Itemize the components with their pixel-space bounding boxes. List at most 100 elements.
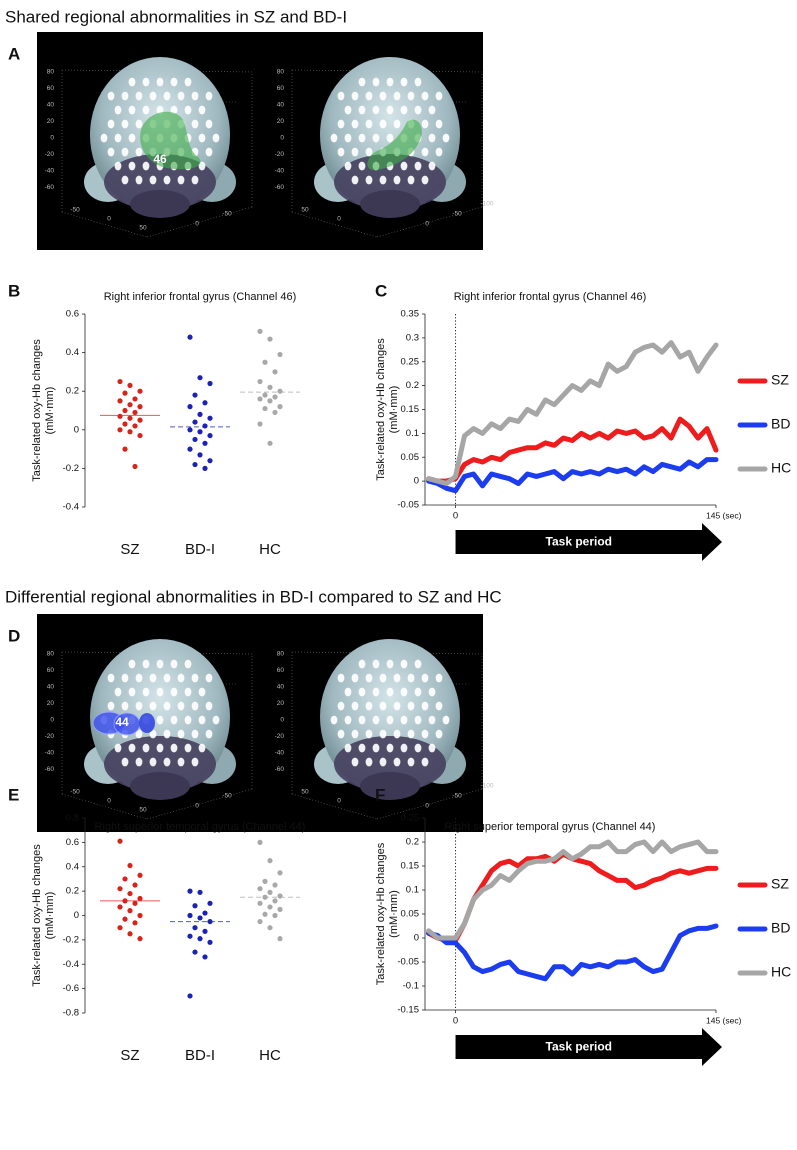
optode [100,133,108,143]
y-tick-label: 0.1 [406,428,419,439]
optode [135,757,143,767]
optode [128,161,136,171]
render-tick-label: -40 [275,750,285,757]
optode [142,687,150,697]
optode [184,105,192,115]
data-point [127,382,133,389]
optode [414,687,422,697]
optode [184,77,192,87]
optode [351,91,359,101]
optode [128,105,136,115]
channel-label: 44 [115,715,129,729]
optode [149,673,157,683]
y-tick-label: 0.25 [401,813,420,824]
optode [205,119,213,129]
render-tick-label: 40 [47,684,55,691]
x-tick-label: BD-I [185,541,215,558]
render-tick-label: 0 [425,221,429,228]
task-arrow-head [702,1028,722,1066]
data-point [262,878,268,884]
data-point [187,446,193,452]
y-axis-label: (mM·mm) [388,386,400,434]
data-point [117,413,123,419]
optode [435,147,443,157]
optode [393,91,401,101]
optode [421,729,429,739]
y-tick-label: 0.05 [401,452,420,463]
optode [184,715,192,725]
render-tick-label: 0 [50,717,54,724]
optode [344,133,352,143]
data-point [132,882,138,888]
optode [156,659,164,669]
optode [142,77,150,87]
data-point [122,407,128,414]
activation-region [140,111,201,170]
optode [156,687,164,697]
optode [135,729,143,739]
data-point [207,415,213,421]
render-tick-label: 80 [47,651,55,658]
render-tick-label: -60 [275,766,285,773]
optode [421,673,429,683]
render-tick-label: 40 [47,102,55,109]
y-axis-label: Task-related oxy-Hb changes [375,338,387,481]
data-point [192,392,198,398]
optode [163,757,171,767]
data-point [122,390,128,396]
optode [177,673,185,683]
data-point [207,939,213,945]
optode [379,757,387,767]
optode [135,175,143,185]
data-point [122,421,128,427]
y-tick-label: 0.6 [66,837,79,848]
render-tick-label: 80 [277,651,285,658]
series-line [426,923,719,982]
optode [379,729,387,739]
optode [386,105,394,115]
render-tick-label: -50 [70,207,80,214]
data-point [132,409,138,416]
data-point [132,920,138,926]
optode [351,119,359,129]
y-tick-label: 0.3 [406,332,419,343]
optode [414,743,422,753]
optode [379,701,387,711]
data-point [197,915,203,921]
y-tick-label: -0.2 [63,463,79,474]
optode [149,729,157,739]
panel-label: D [8,626,20,645]
render-box-line [146,788,253,820]
panel-label: F [375,785,385,804]
section-heading: Shared regional abnormalities in SZ and … [5,7,347,26]
optode [358,715,366,725]
optode [212,715,220,725]
x-tick-label: 145 (sec) [706,1015,742,1025]
data-point [187,888,193,894]
data-point [187,912,193,919]
optode [142,105,150,115]
optode [400,715,408,725]
optode [156,743,164,753]
data-point [257,900,263,906]
data-point [137,417,143,423]
optode [435,91,443,101]
y-tick-label: -0.4 [63,959,79,970]
data-point [262,405,268,412]
data-point [202,440,208,446]
render-box-line [146,206,253,238]
optode [156,77,164,87]
data-point [137,404,143,410]
data-point [272,394,278,400]
cerebellum [360,190,420,218]
x-tick-label: SZ [120,1047,139,1064]
optode [337,673,345,683]
optode [414,161,422,171]
optode [149,175,157,185]
data-point [137,432,143,439]
render-tick-label: -20 [45,733,55,740]
data-point [257,421,263,427]
optode [191,701,199,711]
data-point [127,402,133,408]
